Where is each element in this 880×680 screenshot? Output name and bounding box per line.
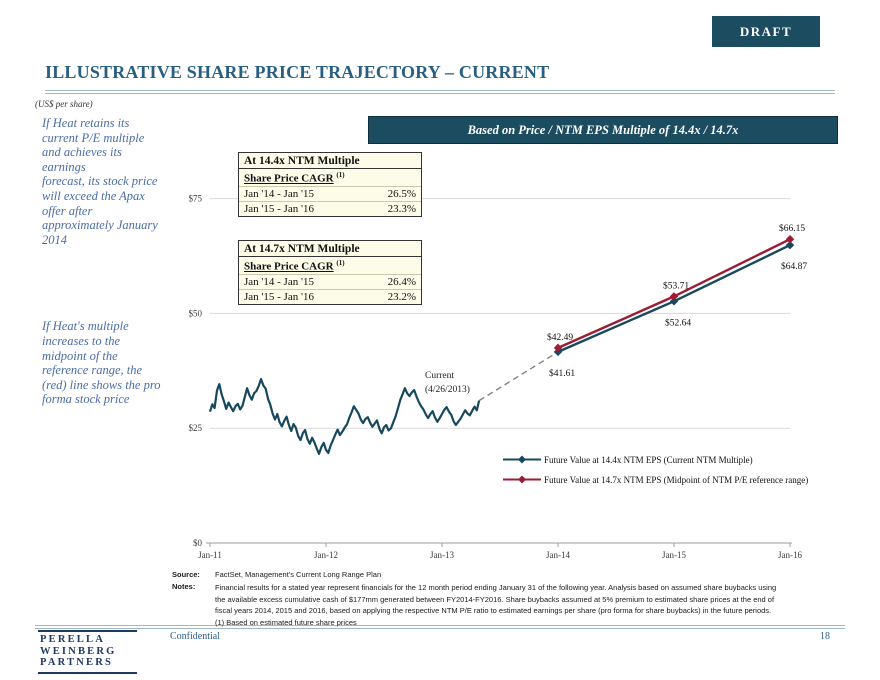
commentary-paragraph-1: If Heat retains its current P/E multiple a… xyxy=(42,116,158,247)
table-row: Jan '15 - Jan '16 23.2% xyxy=(239,290,421,304)
x-tick-label: Jan-15 xyxy=(662,550,686,560)
data-point-label: $52.64 xyxy=(665,317,691,328)
projection-connector-dashed xyxy=(478,351,559,402)
x-tick-label: Jan-14 xyxy=(546,550,570,560)
page-title: ILLUSTRATIVE SHARE PRICE TRAJECTORY – CU… xyxy=(45,62,550,82)
projection-line-14-7x xyxy=(557,238,791,349)
data-point-label: $64.87 xyxy=(781,261,807,272)
source-text: FactSet, Management's Current Long Range… xyxy=(215,570,382,579)
x-tick-label: Jan-13 xyxy=(430,550,454,560)
footer-divider xyxy=(35,625,845,629)
legend-item-current-multiple: Future Value at 14.4x NTM EPS (Current N… xyxy=(503,455,848,466)
source-row: Source: FactSet, Management's Current Lo… xyxy=(172,569,832,581)
data-point-label: $42.49 xyxy=(547,332,573,343)
data-point-marker xyxy=(669,297,679,306)
notes-text: Financial results for a stated year repr… xyxy=(215,582,777,628)
x-tick-label: Jan-12 xyxy=(314,550,338,560)
data-point-marker xyxy=(785,235,795,244)
commentary-paragraph-2: If Heat's multiple increases to the midpoi… xyxy=(42,319,161,407)
legend-label: Future Value at 14.4x NTM EPS (Current N… xyxy=(544,455,753,465)
y-tick-label: $25 xyxy=(189,423,203,433)
legend-marker-blue xyxy=(503,455,541,464)
data-point-marker xyxy=(553,343,563,353)
period-label: Jan '15 - Jan '16 xyxy=(244,290,314,303)
cagr-value: 26.4% xyxy=(387,275,416,288)
chart-legend: Future Value at 14.4x NTM EPS (Current N… xyxy=(503,455,848,495)
table-subheader: Share Price CAGR (1) xyxy=(239,169,421,187)
data-point-label: $41.61 xyxy=(549,368,575,379)
data-point-marker xyxy=(785,240,795,250)
units-subtitle: (US$ per share) xyxy=(35,99,93,109)
data-point-marker xyxy=(669,292,679,301)
page-number: 18 xyxy=(820,631,830,642)
table-header: At 14.7x NTM Multiple xyxy=(239,241,421,257)
current-annotation-line2: (4/26/2013) xyxy=(425,384,470,395)
table-row: Jan '14 - Jan '15 26.4% xyxy=(239,275,421,290)
data-point-label: $66.15 xyxy=(779,223,805,234)
x-tick-label: Jan-11 xyxy=(198,550,222,560)
footnote-ref: (1) xyxy=(336,259,345,267)
historical-price-line xyxy=(208,378,481,455)
cagr-value: 23.3% xyxy=(387,202,416,215)
commentary-sidebar: If Heat retains its current P/E multiple a… xyxy=(42,116,217,407)
cagr-value: 26.5% xyxy=(387,187,416,200)
table-subheader: Share Price CAGR (1) xyxy=(239,257,421,275)
confidential-label: Confidential xyxy=(170,631,220,642)
period-label: Jan '14 - Jan '15 xyxy=(244,187,314,200)
legend-marker-red xyxy=(503,475,541,484)
title-divider xyxy=(45,90,835,94)
legend-label: Future Value at 14.7x NTM EPS (Midpoint … xyxy=(544,475,809,485)
table-row: Jan '15 - Jan '16 23.3% xyxy=(239,202,421,216)
logo-rule-top xyxy=(38,630,137,632)
footnote-ref: (1) xyxy=(336,171,345,179)
multiple-banner: Based on Price / NTM EPS Multiple of 14.… xyxy=(368,116,838,144)
data-point-label: $53.71 xyxy=(663,280,689,291)
source-label: Source: xyxy=(172,570,200,579)
projection-line-14-4x xyxy=(557,244,791,353)
draft-badge: DRAFT xyxy=(712,16,820,47)
footnotes: Source: FactSet, Management's Current Lo… xyxy=(172,569,832,629)
data-point-marker xyxy=(553,347,563,357)
x-tick-label: Jan-16 xyxy=(778,550,802,560)
logo-wordmark: PERELLA WEINBERG PARTNERS xyxy=(40,634,117,668)
perella-weinberg-logo: PERELLA WEINBERG PARTNERS xyxy=(38,630,137,674)
table-header: At 14.4x NTM Multiple xyxy=(239,153,421,169)
period-label: Jan '14 - Jan '15 xyxy=(244,275,314,288)
logo-rule-bottom xyxy=(38,671,137,674)
notes-row: Notes: Financial results for a stated ye… xyxy=(172,582,832,629)
notes-label: Notes: xyxy=(172,581,196,591)
legend-item-midpoint-multiple: Future Value at 14.7x NTM EPS (Midpoint … xyxy=(503,475,848,486)
y-tick-label: $0 xyxy=(193,538,203,548)
period-label: Jan '15 - Jan '16 xyxy=(244,202,314,215)
cagr-table-14-7x: At 14.7x NTM Multiple Share Price CAGR (… xyxy=(238,240,422,305)
current-annotation-line1: Current xyxy=(425,371,454,381)
cagr-table-14-4x: At 14.4x NTM Multiple Share Price CAGR (… xyxy=(238,152,422,217)
cagr-value: 23.2% xyxy=(387,290,416,303)
table-row: Jan '14 - Jan '15 26.5% xyxy=(239,187,421,202)
